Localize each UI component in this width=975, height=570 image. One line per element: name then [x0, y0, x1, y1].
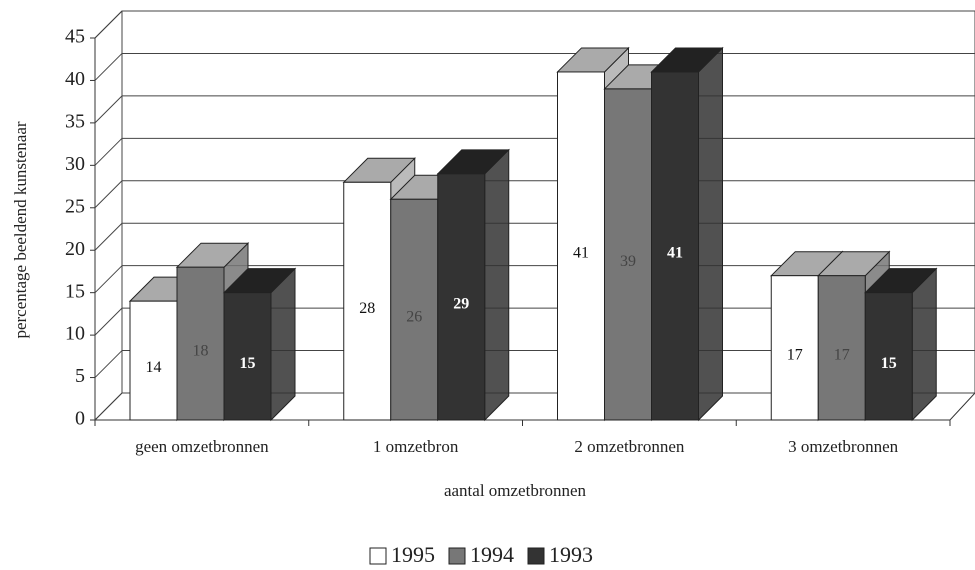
- value-label: 15: [881, 355, 897, 372]
- grid-line: [94, 350, 123, 378]
- value-label: 28: [359, 300, 375, 317]
- legend-swatch: [369, 547, 387, 565]
- y-tick-label: 25: [65, 195, 85, 217]
- legend-label: 1995: [391, 542, 435, 567]
- bar: [864, 292, 913, 421]
- x-tick-label: geen omzetbronnen: [135, 437, 269, 456]
- y-tick-label: 10: [65, 323, 85, 345]
- value-label: 39: [620, 253, 636, 270]
- x-tick-label: 3 omzetbronnen: [788, 437, 898, 456]
- value-label: 41: [667, 245, 683, 262]
- grid-line: [94, 222, 123, 251]
- legend-swatch: [527, 547, 545, 565]
- value-label: 17: [834, 347, 850, 364]
- x-axis-label: aantal omzetbronnen: [444, 481, 587, 500]
- y-tick-label: 30: [65, 153, 85, 175]
- y-tick-label: 15: [65, 280, 85, 302]
- grid-line: [94, 180, 123, 209]
- grid-line: [94, 392, 123, 421]
- bar: [129, 300, 178, 421]
- bar-side: [270, 267, 296, 422]
- value-label: 18: [193, 342, 209, 359]
- bar: [651, 71, 699, 421]
- bar-side: [698, 46, 723, 422]
- grid-line: [94, 95, 123, 124]
- grid-line: [94, 53, 123, 81]
- bar: [770, 275, 819, 421]
- value-label: 17: [787, 347, 803, 364]
- bar: [343, 181, 392, 421]
- y-tick-label: 20: [65, 238, 85, 260]
- bar-side: [484, 148, 510, 422]
- y-tick-label: 35: [65, 110, 85, 132]
- grid-line: [94, 10, 123, 39]
- grid-line: [94, 137, 123, 166]
- bar: [557, 71, 605, 421]
- x-tick-label: 1 omzetbron: [373, 437, 459, 456]
- bar: [437, 173, 486, 421]
- value-label: 26: [406, 308, 422, 325]
- y-tick-label: 0: [75, 408, 85, 430]
- legend-swatch: [448, 547, 466, 565]
- y-tick-label: 40: [65, 68, 85, 90]
- y-tick-label: 45: [65, 26, 85, 48]
- value-label: 29: [453, 296, 469, 313]
- x-tick-label: 2 omzetbronnen: [574, 437, 684, 456]
- bar: [223, 292, 272, 421]
- legend-label: 1993: [549, 542, 593, 567]
- bar: [817, 275, 866, 421]
- grid-line: [94, 265, 123, 294]
- grid-line: [94, 307, 123, 336]
- value-label: 41: [573, 245, 589, 262]
- bar-side: [911, 267, 937, 422]
- y-axis-label: percentage beeldend kunstenaar: [11, 121, 30, 338]
- value-label: 15: [240, 355, 256, 372]
- legend-label: 1994: [470, 542, 514, 567]
- y-tick-label: 5: [75, 365, 85, 387]
- bar: [604, 88, 652, 421]
- value-label: 14: [146, 359, 162, 376]
